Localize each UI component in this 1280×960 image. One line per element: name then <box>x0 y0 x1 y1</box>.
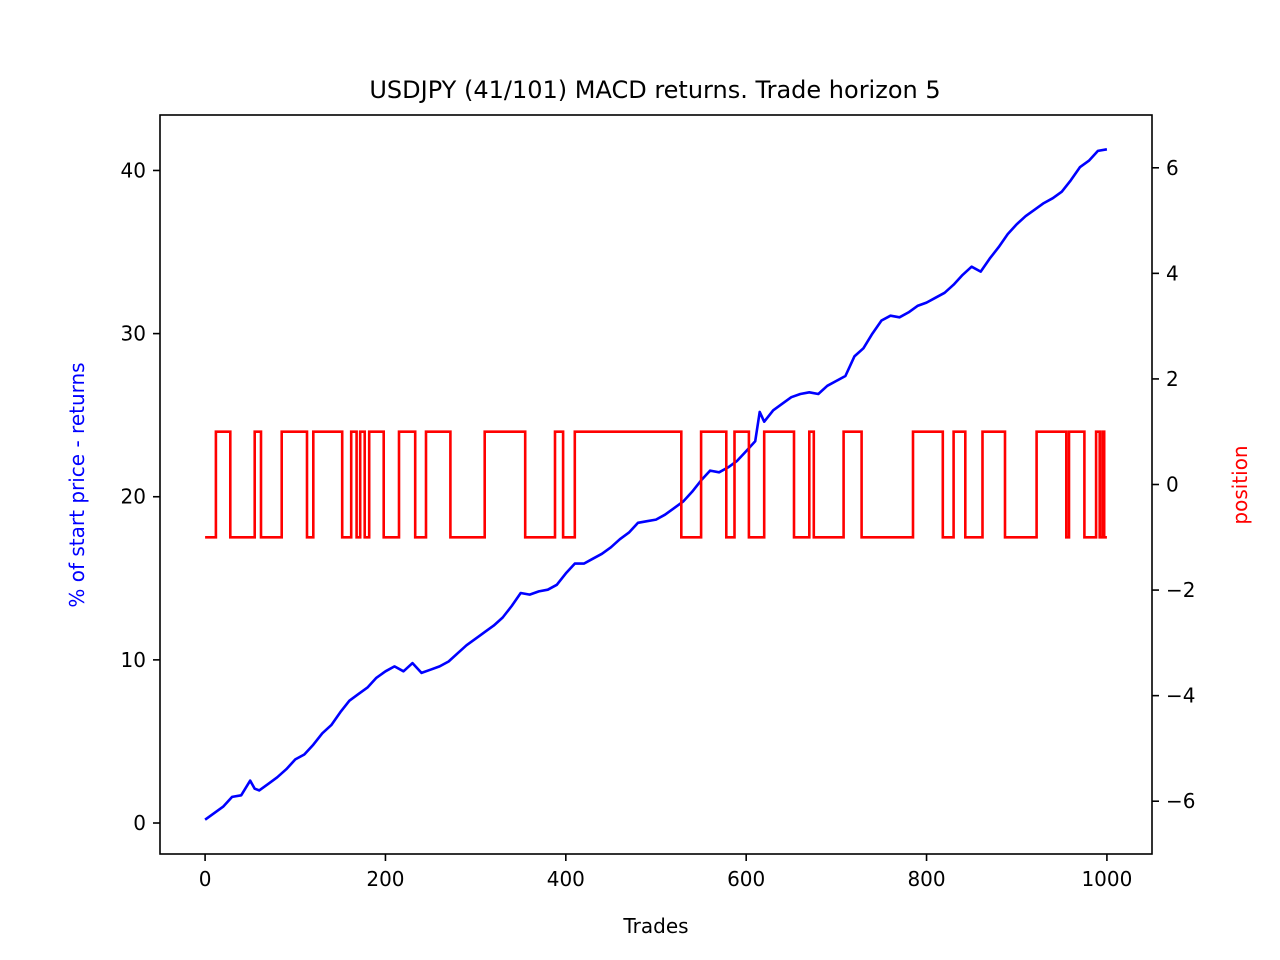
y-tick-label: 40 <box>121 158 146 182</box>
x-axis-title: Trades <box>622 914 688 938</box>
x-tick-label: 600 <box>727 867 765 891</box>
x-axis: 0 200 400 600 800 1000 <box>199 854 1132 891</box>
y-tick-label: 0 <box>133 811 146 835</box>
y-axis-left: 0 10 20 30 40 <box>121 158 160 835</box>
position-line <box>205 430 1107 539</box>
y-tick-label: 30 <box>121 322 146 346</box>
y2-tick-label: 4 <box>1166 261 1179 285</box>
x-tick-label: 0 <box>199 867 212 891</box>
y-tick-label: 10 <box>121 648 146 672</box>
x-tick-label: 800 <box>907 867 945 891</box>
y-axis-right: −6 −4 −2 0 2 4 6 <box>1152 156 1195 813</box>
y2-tick-label: 6 <box>1166 156 1179 180</box>
y2-tick-label: −4 <box>1166 684 1195 708</box>
y2-axis-title: position <box>1228 445 1252 524</box>
chart-title: USDJPY (41/101) MACD returns. Trade hori… <box>369 76 940 104</box>
x-tick-label: 400 <box>547 867 585 891</box>
x-tick-label: 1000 <box>1081 867 1132 891</box>
y2-tick-label: −6 <box>1166 789 1195 813</box>
returns-line <box>204 148 1108 821</box>
y-tick-label: 20 <box>121 485 146 509</box>
plot-area <box>204 148 1108 821</box>
y2-tick-label: 2 <box>1166 367 1179 391</box>
y2-tick-label: −2 <box>1166 578 1195 602</box>
x-tick-label: 200 <box>366 867 404 891</box>
y-axis-title: % of start price - returns <box>65 362 89 607</box>
y2-tick-label: 0 <box>1166 473 1179 497</box>
